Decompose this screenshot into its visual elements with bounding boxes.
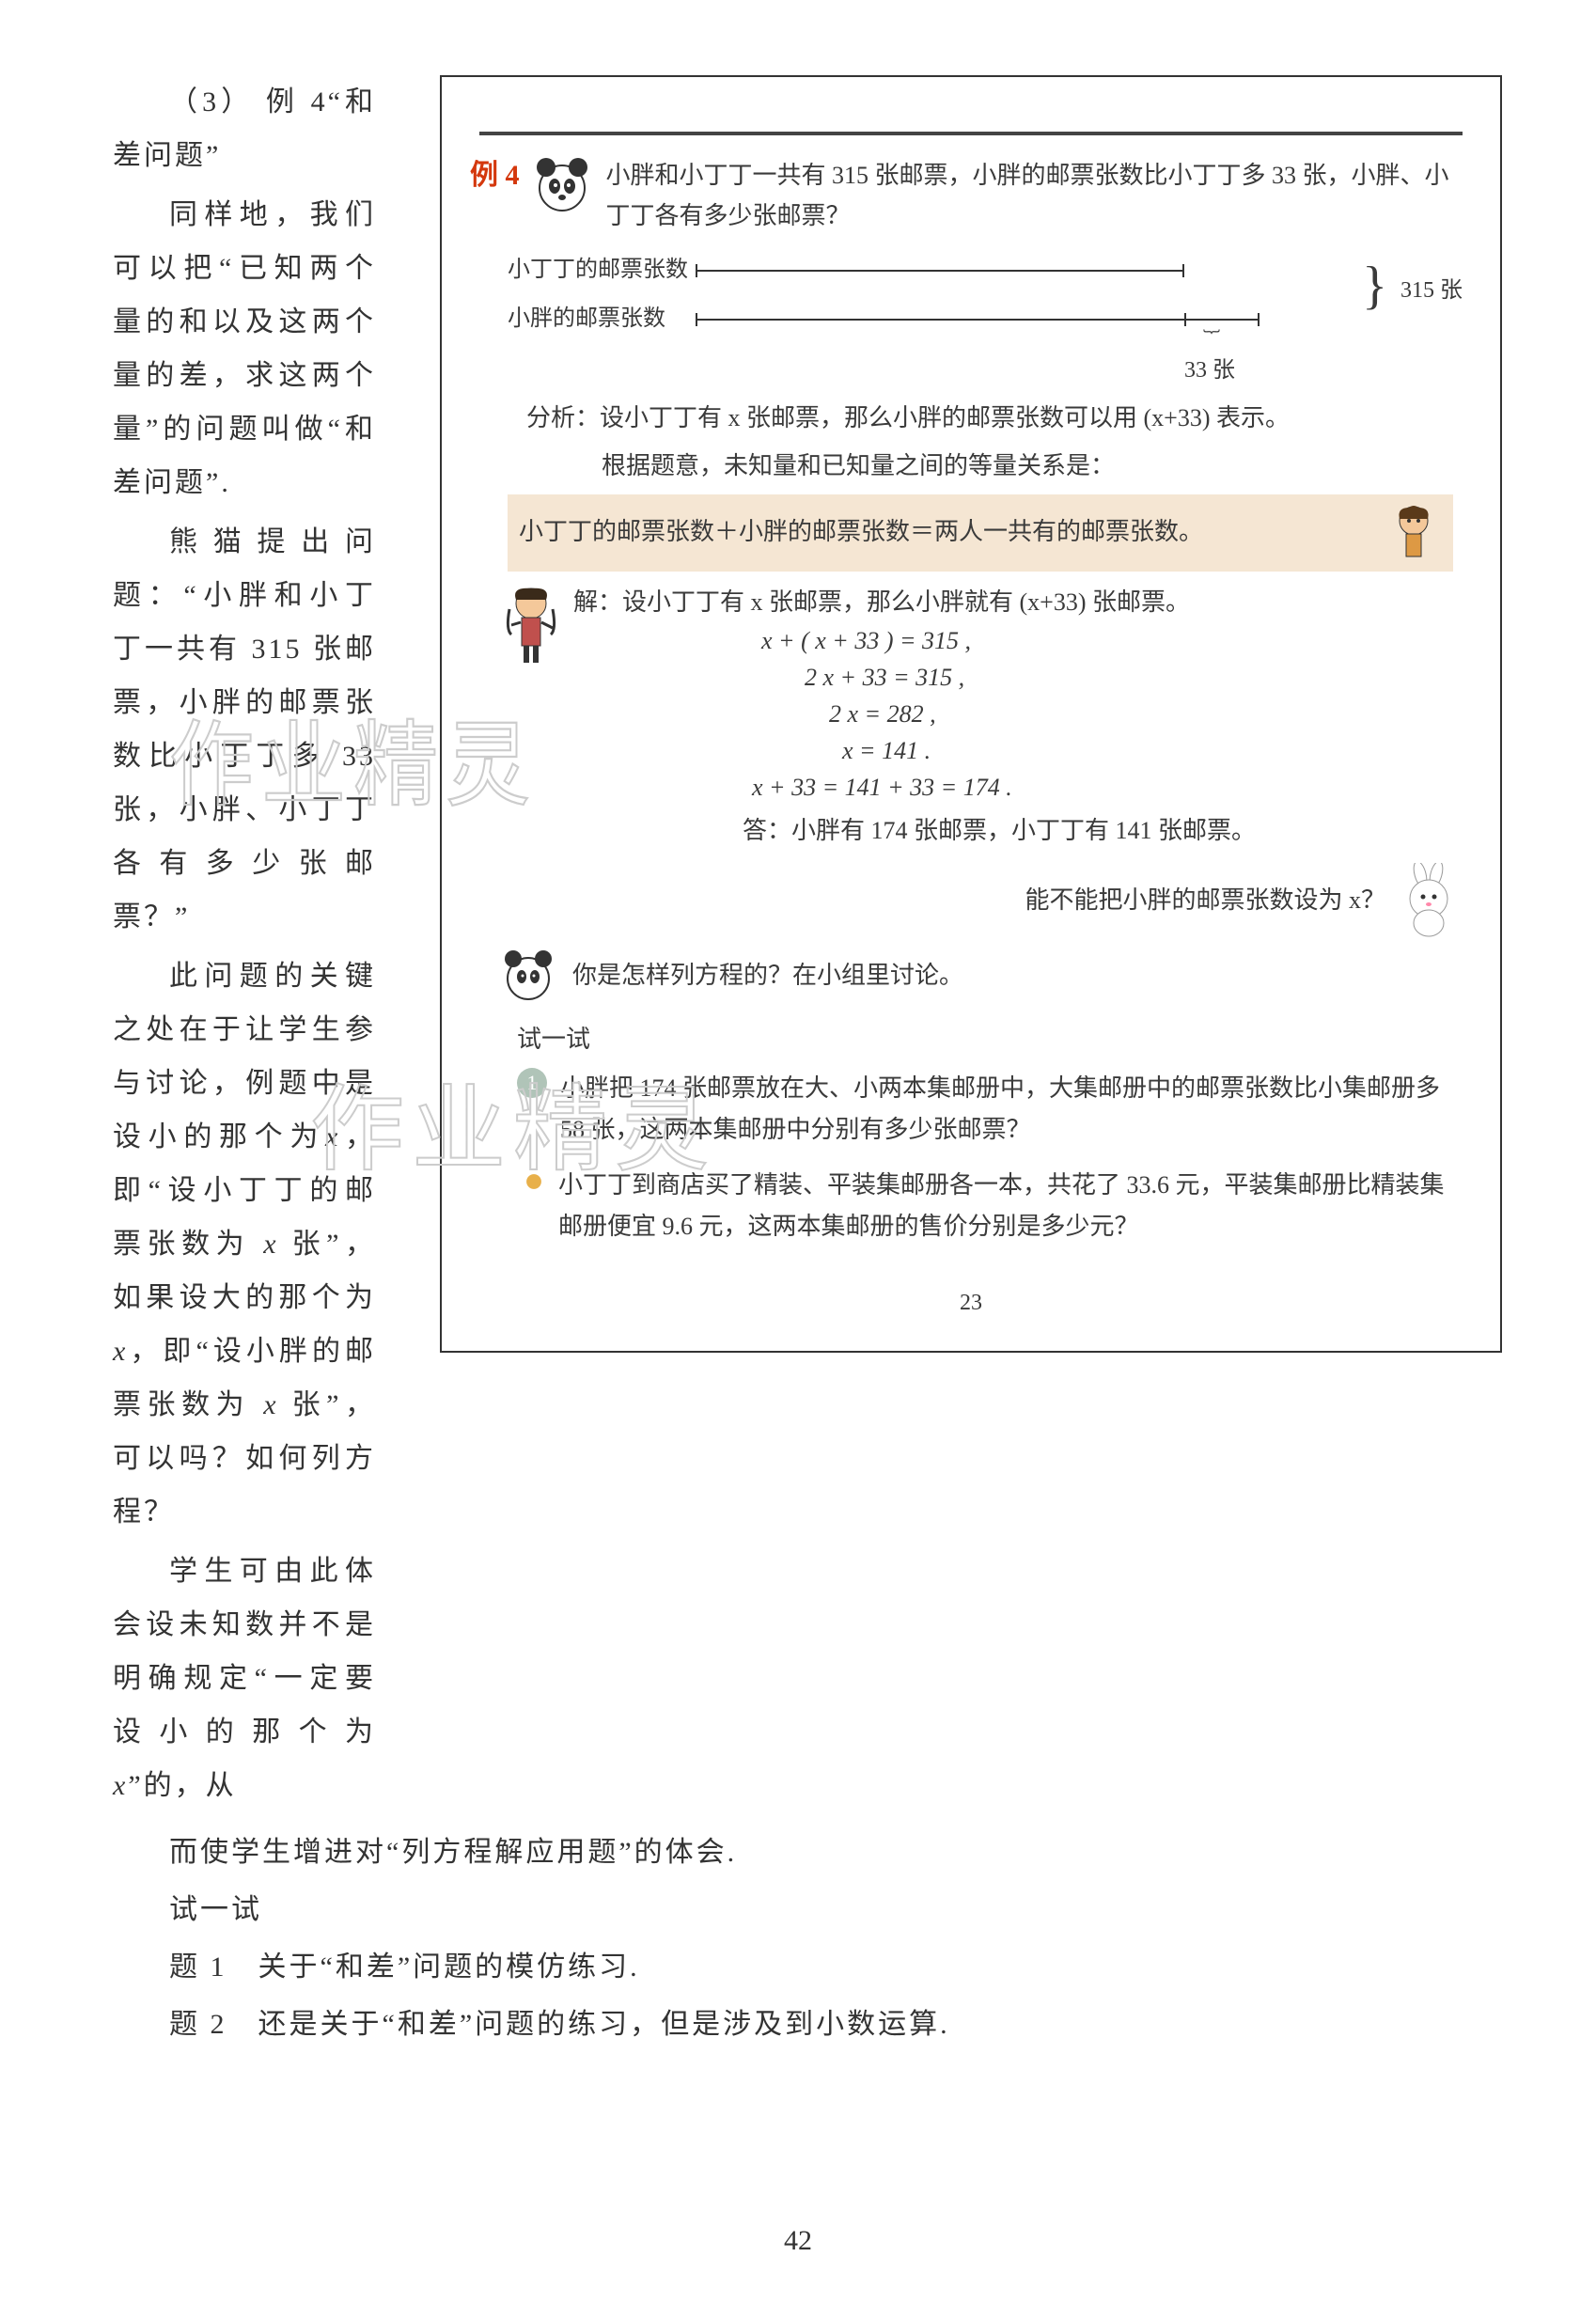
inner-page-number: 23 (470, 1285, 1472, 1323)
solution-intro: 解：设小丁丁有 x 张邮票，那么小胖就有 (x+33) 张邮票。 (573, 583, 1453, 623)
bar2-label: 小胖的邮票张数 (508, 301, 696, 338)
bar-diagram: 小丁丁的邮票张数 小胖的邮票张数 } 315 张 ︸ 33 张 (508, 252, 1453, 384)
analysis-line1: 分析：设小丁丁有 x 张邮票，那么小胖的邮票张数可以用 (x+33) 表示。 (526, 399, 1444, 439)
discuss-row: 你是怎样列方程的？在小组里讨论。 (498, 946, 1472, 1007)
equation-block: x + ( x + 33 ) = 315 , 2 x + 33 = 315 , … (761, 622, 1453, 806)
total-label: 315 张 (1400, 273, 1463, 310)
bar1-line (696, 270, 1184, 272)
note-p4: 此问题的关键之处在于让学生参与讨论，例题中是设小的那个为x，即“设小丁丁的邮票张… (113, 949, 376, 1539)
note-p3: 熊猫提出问题：“小胖和小丁丁一共有 315 张邮票，小胖的邮票张数比小丁丁多 3… (113, 515, 376, 944)
solution-block: 解：设小丁丁有 x 张邮票，那么小胖就有 (x+33) 张邮票。 x + ( x… (498, 583, 1453, 853)
panda-icon (529, 152, 595, 218)
below-line3: 题 1 关于“和差”问题的模仿练习. (113, 1940, 1502, 1994)
below-line2: 试一试 (113, 1883, 1502, 1936)
left-teacher-notes: （3） 例 4“和差问题” 同样地，我们可以把“已知两个量的和以及这两个量的差，… (113, 75, 376, 1818)
page-number: 42 (784, 2225, 812, 2257)
problem-text: 小胖和小丁丁一共有 315 张邮票，小胖的邮票张数比小丁丁多 33 张，小胖、小… (606, 152, 1473, 237)
textbook-page-box: 例 4 小胖和小丁丁一共有 315 张邮票，小胖的邮票张数比小丁丁多 33 张，… (440, 75, 1502, 1353)
panda2-icon (498, 946, 559, 1007)
girl-icon (1385, 500, 1442, 566)
try-item-1: 1 小胖把 174 张邮票放在大、小两本集邮册中，大集邮册中的邮票张数比小集邮册… (517, 1068, 1472, 1151)
diff-label: ︸ 33 张 (1184, 325, 1235, 390)
rabbit-question: 能不能把小胖的邮票张数设为 x？ (470, 863, 1463, 938)
note-p1: （3） 例 4“和差问题” (113, 75, 376, 182)
try-title: 试一试 (517, 1020, 1472, 1060)
below-line4: 题 2 还是关于“和差”问题的练习，但是涉及到小数运算. (113, 1998, 1502, 2051)
divider (479, 132, 1463, 135)
girl2-icon (498, 583, 564, 667)
note-p5: 学生可由此体会设未知数并不是明确规定“一定要设小的那个为x”的，从 (113, 1544, 376, 1812)
try-num-1: 1 (517, 1068, 547, 1098)
analysis-line2: 根据题意，未知量和已知量之间的等量关系是： (602, 447, 1444, 487)
example-number: 例 4 (470, 152, 520, 199)
brace-icon: } (1362, 259, 1387, 312)
answer-line: 答：小胖有 174 张邮票，小丁丁有 141 张邮票。 (743, 811, 1453, 852)
bar2-line (696, 319, 1260, 321)
example-header: 例 4 小胖和小丁丁一共有 315 张邮票，小胖的邮票张数比小丁丁多 33 张，… (470, 152, 1472, 237)
try-section: 试一试 1 小胖把 174 张邮票放在大、小两本集邮册中，大集邮册中的邮票张数比… (517, 1020, 1472, 1247)
try-item-2: 小丁丁到商店买了精装、平装集邮册各一本，共花了 33.6 元，平装集邮册比精装集… (517, 1165, 1472, 1247)
equation-relationship: 小丁丁的邮票张数＋小胖的邮票张数＝两人一共有的邮票张数。 (508, 494, 1453, 572)
below-notes: 而使学生增进对“列方程解应用题”的体会. 试一试 题 1 关于“和差”问题的模仿… (113, 1826, 1502, 2051)
bar1-label: 小丁丁的邮票张数 (508, 252, 696, 290)
star-icon (517, 1165, 551, 1199)
note-p2: 同样地，我们可以把“已知两个量的和以及这两个量的差，求这两个量”的问题叫做“和差… (113, 188, 376, 509)
rabbit-icon (1397, 863, 1463, 938)
below-line1: 而使学生增进对“列方程解应用题”的体会. (113, 1826, 1502, 1879)
